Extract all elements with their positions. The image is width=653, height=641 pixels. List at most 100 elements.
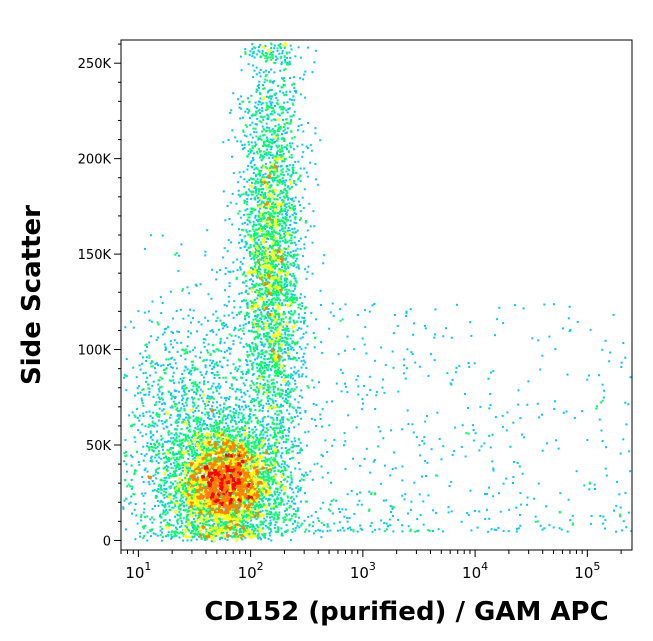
event-dot (235, 533, 238, 535)
event-dot (223, 451, 225, 454)
event-dot (276, 515, 279, 518)
event-dot (305, 375, 308, 378)
event-dot (268, 397, 271, 400)
event-dot (183, 461, 186, 464)
event-dot (246, 461, 249, 464)
event-dot (270, 530, 273, 533)
event-dot (248, 53, 251, 56)
event-dot (246, 512, 249, 515)
event-dot (234, 458, 237, 461)
event-dot (282, 460, 285, 463)
event-dot (219, 491, 222, 494)
event-dot (280, 201, 283, 204)
event-dot (199, 483, 202, 486)
event-dot (276, 198, 278, 201)
event-dot (258, 515, 261, 518)
event-dot (190, 501, 193, 504)
event-dot (194, 526, 197, 529)
event-dot (236, 492, 239, 495)
event-dot (222, 479, 225, 482)
event-dot (188, 505, 191, 508)
event-dot (218, 469, 221, 472)
event-dot (267, 315, 270, 318)
event-dot (252, 506, 255, 509)
event-dot (225, 500, 228, 503)
event-dot (271, 458, 274, 461)
event-dot (250, 441, 253, 444)
event-dot (196, 500, 199, 503)
event-dot (238, 494, 240, 497)
event-dot (214, 493, 217, 495)
event-dot (216, 442, 219, 445)
event-dot (162, 452, 165, 455)
event-dot (277, 530, 279, 533)
event-dot (254, 504, 256, 507)
event-dot (214, 530, 217, 533)
event-dot (223, 476, 226, 479)
event-dot (241, 471, 244, 474)
event-dot (282, 43, 285, 46)
event-dot (278, 501, 281, 504)
event-dot (200, 467, 203, 470)
event-dot (267, 308, 270, 310)
event-dot (248, 467, 251, 470)
event-dot (253, 209, 256, 212)
event-dot (266, 295, 269, 298)
event-dot (242, 408, 245, 411)
event-dot (262, 193, 265, 196)
event-dot (241, 442, 244, 445)
event-dot (235, 448, 238, 451)
event-dot (163, 506, 166, 509)
event-dot (243, 417, 246, 420)
event-dot (223, 456, 226, 459)
event-dot (263, 484, 266, 487)
event-dot (192, 525, 195, 528)
event-dot (195, 434, 198, 437)
event-dot (218, 456, 221, 459)
event-dot (253, 482, 256, 485)
event-dot (218, 474, 220, 477)
event-dot (251, 491, 254, 494)
event-dot (244, 449, 247, 452)
event-dot (229, 447, 231, 450)
event-dot (291, 275, 294, 278)
event-dot (252, 463, 255, 466)
event-dot (267, 415, 270, 418)
event-dot (291, 294, 294, 296)
event-dot (238, 292, 241, 295)
event-dot (211, 512, 214, 515)
event-dot (225, 491, 227, 493)
event-dot (227, 448, 230, 451)
event-dot (163, 496, 166, 499)
event-dot (230, 490, 233, 493)
event-dot (167, 466, 170, 469)
event-dot (226, 538, 229, 541)
event-dot (181, 466, 184, 469)
event-dot (198, 481, 201, 484)
event-dot (239, 266, 241, 269)
event-dot (213, 491, 216, 494)
event-dot (250, 519, 253, 522)
event-dot (208, 487, 211, 490)
event-dot (255, 66, 258, 69)
event-dot (273, 267, 276, 270)
event-dot (281, 498, 283, 501)
event-dot (252, 471, 255, 474)
event-dot (215, 489, 218, 492)
event-dot (214, 461, 217, 464)
event-dot (282, 78, 285, 81)
event-dot (228, 456, 230, 459)
event-dot (293, 513, 295, 515)
event-dot (266, 198, 269, 200)
event-dot (258, 480, 261, 483)
event-dot (233, 436, 236, 439)
event-dot (198, 484, 201, 487)
event-dot (242, 414, 245, 417)
event-dot (253, 285, 256, 288)
event-dot (286, 480, 289, 483)
event-dot (165, 535, 167, 538)
event-dot (244, 502, 246, 505)
event-dot (276, 49, 279, 52)
event-dot (268, 453, 271, 455)
event-dot (265, 472, 268, 475)
